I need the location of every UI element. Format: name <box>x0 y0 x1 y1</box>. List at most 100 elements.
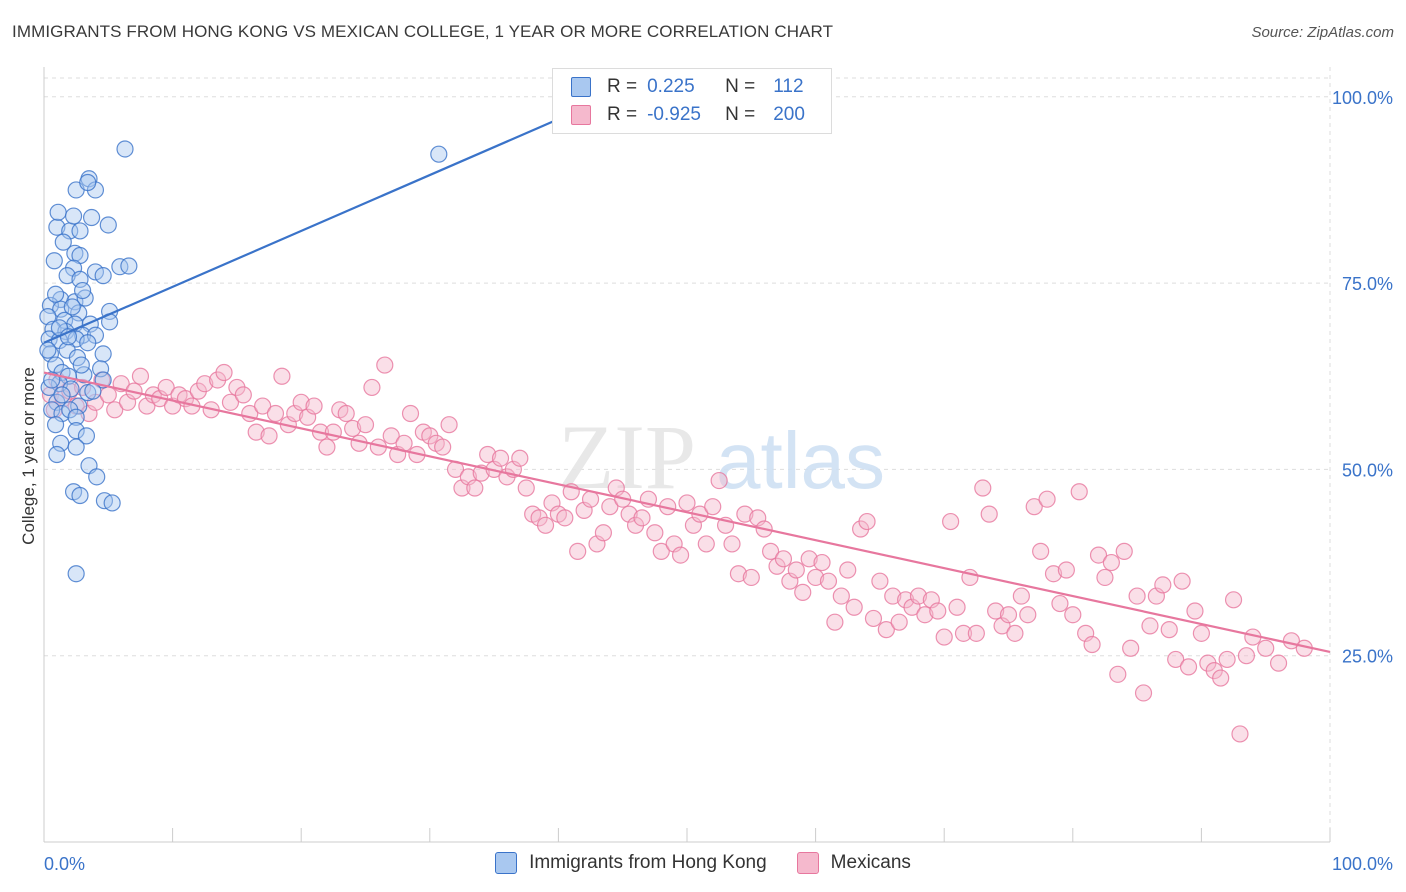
mexicans-point <box>1044 565 1063 583</box>
mexicans-point <box>318 438 336 456</box>
mexicans-point <box>466 479 484 497</box>
mexicans-point <box>1089 546 1108 564</box>
hong-kong-point <box>58 267 76 285</box>
hong-kong-point <box>71 222 89 240</box>
hong-kong-point <box>48 218 66 236</box>
mexicans-point <box>864 609 883 628</box>
mexicans-point <box>800 550 818 568</box>
legend-r-key: R = <box>607 76 638 97</box>
hong-kong-point <box>62 380 80 398</box>
hong-kong-point <box>77 427 96 445</box>
mexicans-point <box>556 509 574 527</box>
mexicans-point <box>652 542 670 560</box>
mexicans-point <box>1038 490 1056 508</box>
mexicans-point <box>491 449 510 467</box>
mexicans-point <box>916 606 934 624</box>
mexicans-point <box>832 587 850 605</box>
mexicans-point <box>954 624 973 642</box>
mexicans-point <box>221 393 240 411</box>
mexicans-point <box>736 505 754 523</box>
legend-item-mexicans[interactable]: Mexicans <box>796 852 911 874</box>
mexicans-point <box>987 602 1005 620</box>
mexicans-point <box>1134 684 1153 702</box>
hong-kong-point <box>111 258 129 276</box>
mexicans-point <box>646 524 664 542</box>
mexicans-point <box>787 561 805 579</box>
mexicans-point <box>858 512 876 531</box>
mexicans-point <box>678 494 696 512</box>
mexicans-point <box>382 427 400 445</box>
hong-kong-point <box>64 207 83 225</box>
mexicans-point <box>1025 498 1043 516</box>
hong-kong-point <box>73 281 92 300</box>
y-tick-label: 25.0% <box>1342 647 1393 667</box>
mexicans-point <box>1179 658 1198 676</box>
mexicans-point <box>871 572 889 590</box>
watermark-atlas: atlas <box>716 416 885 505</box>
hong-kong-point <box>84 382 102 400</box>
mexicans-point <box>517 479 535 497</box>
hong-kong-point <box>71 486 89 505</box>
mexicans-point <box>1218 650 1236 669</box>
legend-row-hong-kong: R = 0.225 N = 112 <box>571 74 804 100</box>
hong-kong-point <box>88 468 106 486</box>
y-tick-label: 50.0% <box>1342 460 1393 480</box>
mexicans-point <box>1192 624 1211 642</box>
mexicans-point <box>363 378 381 397</box>
chart-title: IMMIGRANTS FROM HONG KONG VS MEXICAN COL… <box>12 22 834 41</box>
mexicans-point <box>819 572 838 590</box>
mexicans-point <box>1064 606 1082 624</box>
hong-kong-point <box>48 445 66 464</box>
mexicans-point <box>106 401 124 419</box>
legend-row-mexicans: R = -0.925 N = 200 <box>571 102 805 128</box>
legend-n-value: 200 <box>773 104 805 125</box>
mexicans-point <box>292 393 310 411</box>
source-credit: Source: ZipAtlas.com <box>1251 24 1394 41</box>
mexicans-point <box>569 542 587 560</box>
mexicans-point <box>704 498 722 516</box>
mexicans-point <box>511 449 529 467</box>
mexicans-point <box>890 613 908 631</box>
legend-label-mexicans: Mexicans <box>830 852 911 873</box>
mexicans-point <box>729 565 748 583</box>
mexicans-point <box>774 550 793 568</box>
mexicans-point <box>948 598 966 616</box>
mexicans-point <box>967 624 985 642</box>
mexicans-point <box>234 386 252 404</box>
mexicans-point <box>1224 591 1243 609</box>
mexicans-point <box>1128 587 1146 605</box>
mexicans-point <box>742 568 760 587</box>
y-axis-label: College, 1 year or more <box>19 367 38 545</box>
mexicans-point <box>884 587 902 605</box>
legend-item-hong-kong[interactable]: Immigrants from Hong Kong <box>495 852 767 874</box>
mexicans-point <box>601 498 619 516</box>
mexicans-point <box>401 404 420 423</box>
mexicans-point <box>935 628 953 646</box>
mexicans-point <box>1186 602 1204 620</box>
trend-lines <box>43 118 1331 654</box>
hong-kong-point <box>63 298 81 316</box>
mexicans-point <box>1057 561 1075 579</box>
mexicans-point <box>479 445 497 464</box>
hong-kong-points <box>39 140 448 583</box>
hong-kong-trend-line <box>43 118 559 344</box>
mexicans-point <box>1257 639 1275 657</box>
mexicans-point <box>1115 542 1133 560</box>
hong-kong-point <box>53 386 71 404</box>
hong-kong-point <box>46 416 65 434</box>
mexicans-point <box>594 524 613 542</box>
mexicans-point <box>929 602 947 620</box>
mexicans-point <box>794 583 812 601</box>
mexicans-point <box>999 606 1018 624</box>
mexicans-points <box>41 356 1313 743</box>
mexicans-point <box>215 363 233 382</box>
mexicans-point <box>1154 576 1172 594</box>
hong-kong-point <box>70 397 88 415</box>
mexicans-point <box>1231 725 1249 743</box>
hong-kong-point <box>103 494 121 512</box>
mexicans-point <box>157 378 175 397</box>
hong-kong-point <box>39 341 57 359</box>
mexicans-point <box>1160 621 1178 639</box>
mexicans-point <box>1019 606 1037 624</box>
